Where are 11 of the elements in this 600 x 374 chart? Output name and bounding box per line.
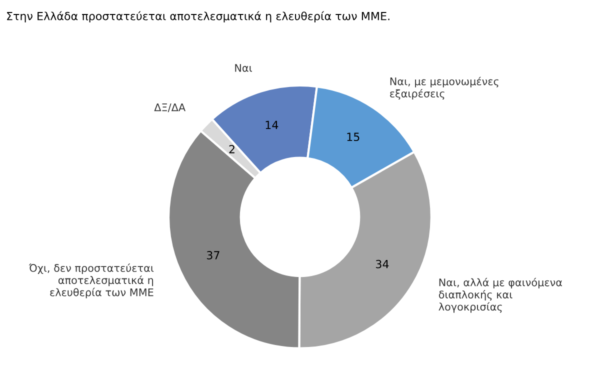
data-label: 2 bbox=[229, 144, 234, 154]
data-label: 34 bbox=[376, 260, 389, 268]
data-label: 15 bbox=[347, 132, 360, 142]
slice-label: Ναι, με μεμονωμένες εξαιρέσεις bbox=[390, 76, 498, 100]
slice-label: ΔΞ/ΔΑ bbox=[154, 104, 186, 112]
data-label: 14 bbox=[266, 120, 278, 130]
slice-label: Ναι, αλλά με φαινόμενα διαπλοκής και λογοκρισίας bbox=[438, 278, 562, 313]
slice-label: Όχι, δεν προστατεύεται αποτελεσματικά η ελευθερία των ΜΜΕ bbox=[28, 263, 154, 298]
data-label: 37 bbox=[206, 251, 220, 260]
chart-title: Στην Ελλάδα προστατεύεται αποτελεσματικά η ελευθερία των ΜΜΕ. bbox=[7, 11, 390, 22]
slice-label: Ναι bbox=[235, 64, 252, 72]
